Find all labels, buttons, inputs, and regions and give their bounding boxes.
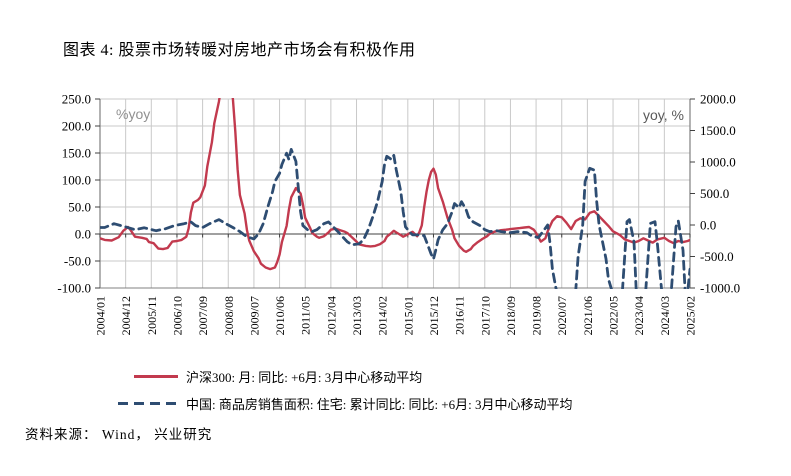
- svg-text:2004/01: 2004/01: [94, 296, 108, 335]
- housing-sales-series-line: [100, 147, 690, 289]
- svg-text:200.0: 200.0: [62, 119, 91, 134]
- svg-text:2019/08: 2019/08: [530, 296, 544, 335]
- svg-text:2004/12: 2004/12: [119, 296, 133, 335]
- svg-text:-1000.0: -1000.0: [700, 281, 740, 296]
- svg-text:-50.0: -50.0: [64, 254, 91, 269]
- csi300-series-line: [100, 98, 690, 271]
- svg-text:2007/09: 2007/09: [196, 296, 210, 335]
- svg-text:1500.0: 1500.0: [700, 123, 736, 138]
- dashed-line-swatch-icon: [118, 402, 178, 405]
- svg-text:1000.0: 1000.0: [700, 155, 736, 170]
- svg-text:2017/10: 2017/10: [478, 296, 492, 335]
- svg-text:2021/06: 2021/06: [581, 296, 595, 335]
- svg-text:50.0: 50.0: [68, 200, 91, 215]
- data-source-note: 资料来源： Wind， 兴业研究: [25, 427, 213, 442]
- svg-text:2013/03: 2013/03: [350, 296, 364, 335]
- svg-text:2018/09: 2018/09: [504, 296, 518, 335]
- svg-text:2020/07: 2020/07: [555, 296, 569, 335]
- svg-text:2011/05: 2011/05: [299, 296, 313, 335]
- svg-text:2014/02: 2014/02: [376, 296, 390, 335]
- svg-text:100.0: 100.0: [62, 173, 91, 188]
- svg-text:2022/05: 2022/05: [607, 296, 621, 335]
- solid-line-swatch-icon: [134, 375, 178, 378]
- svg-text:150.0: 150.0: [62, 146, 91, 161]
- svg-text:2009/07: 2009/07: [247, 296, 261, 335]
- svg-text:2010/06: 2010/06: [273, 296, 287, 335]
- svg-text:2016/11: 2016/11: [453, 296, 467, 335]
- svg-text:2023/04: 2023/04: [632, 296, 646, 335]
- svg-text:2025/02: 2025/02: [684, 296, 698, 335]
- left-axis-unit-label: %yoy: [116, 106, 150, 122]
- svg-text:2008/08: 2008/08: [222, 296, 236, 335]
- svg-text:2015/01: 2015/01: [401, 296, 415, 335]
- svg-text:2012/04: 2012/04: [324, 296, 338, 335]
- svg-text:2005/11: 2005/11: [145, 296, 159, 335]
- svg-text:0.0: 0.0: [75, 227, 91, 242]
- chart-title: 图表 4: 股票市场转暖对房地产市场会有积极作用: [63, 42, 416, 59]
- right-axis-unit-label: yoy, %: [643, 107, 684, 123]
- svg-text:500.0: 500.0: [700, 186, 729, 201]
- svg-text:2000.0: 2000.0: [700, 92, 736, 107]
- legend-item-csi300: 沪深300: 月: 同比: +6月: 3月中心移动平均: [118, 363, 573, 390]
- legend-item-housing: 中国: 商品房销售面积: 住宅: 累计同比: 同比: +6月: 3月中心移动平均: [118, 390, 573, 417]
- svg-text:0.0: 0.0: [700, 218, 716, 233]
- svg-text:-100.0: -100.0: [57, 281, 91, 296]
- svg-text:2024/03: 2024/03: [658, 296, 672, 335]
- legend-label-housing: 中国: 商品房销售面积: 住宅: 累计同比: 同比: +6月: 3月中心移动平均: [186, 397, 573, 412]
- svg-text:250.0: 250.0: [62, 92, 91, 107]
- svg-text:-500.0: -500.0: [700, 249, 734, 264]
- legend-label-csi300: 沪深300: 月: 同比: +6月: 3月中心移动平均: [186, 370, 423, 385]
- svg-text:2015/12: 2015/12: [427, 296, 441, 335]
- svg-text:2006/10: 2006/10: [170, 296, 184, 335]
- chart-legend: 沪深300: 月: 同比: +6月: 3月中心移动平均 中国: 商品房销售面积:…: [118, 363, 573, 417]
